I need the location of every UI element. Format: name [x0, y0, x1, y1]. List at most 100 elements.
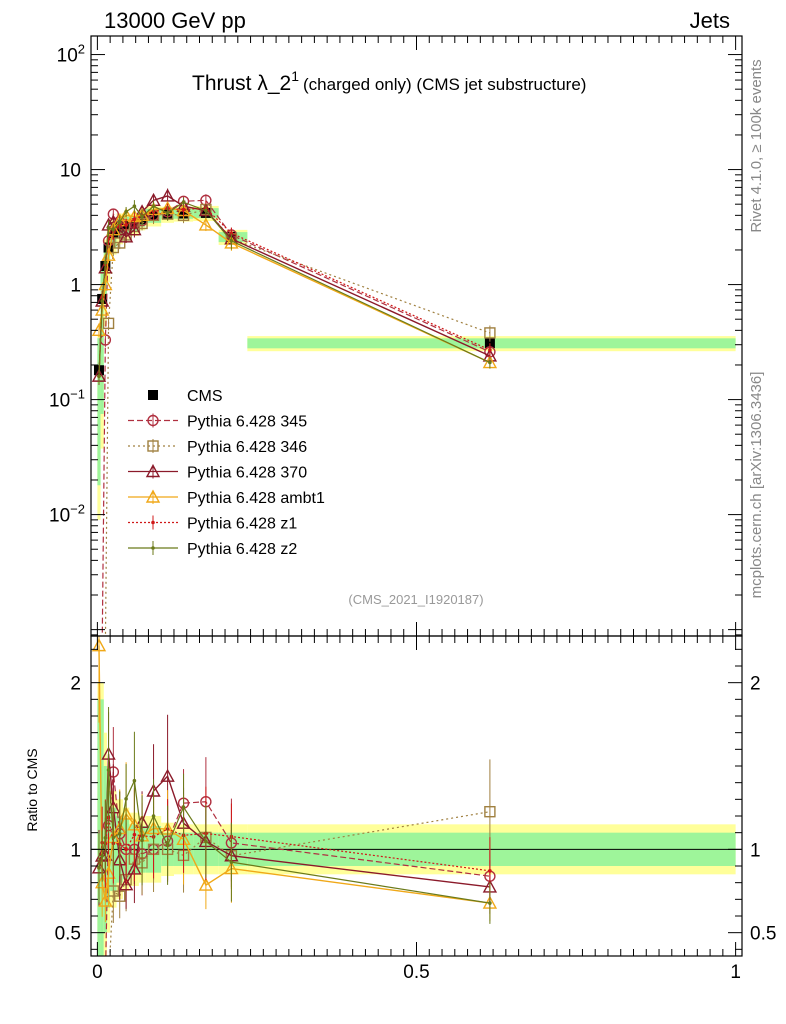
main-point	[117, 220, 122, 224]
main-point	[132, 217, 137, 222]
main-y-tick-label: 1	[70, 276, 81, 297]
ratio-y-tick-label: 0.5	[55, 924, 81, 945]
header-left: 13000 GeV pp	[104, 8, 246, 33]
plot-title: Thrust λ_21 (charged only) (CMS jet subst…	[192, 68, 586, 95]
legend-marker	[147, 440, 159, 452]
legend-entry-label: Pythia 6.428 z1	[187, 516, 297, 533]
main-y-tick-label: 10−1	[49, 387, 85, 412]
main-point	[151, 204, 156, 209]
title-suffix: (charged only) (CMS jet substructure)	[303, 75, 586, 94]
ratio-panel-series	[91, 636, 498, 1021]
x-tick-label: 0	[92, 962, 103, 983]
main-point	[124, 223, 128, 227]
ratio-point	[103, 836, 108, 840]
main-point	[111, 227, 116, 232]
ratio-point	[165, 843, 170, 848]
main-band-stat	[97, 338, 101, 486]
title-superscript: 1	[291, 68, 299, 84]
legend-entry-label: Pythia 6.428 370	[187, 465, 307, 482]
ratio-point	[100, 854, 104, 858]
analysis-id: (CMS_2021_I1920187)	[348, 592, 483, 607]
ratio-point	[484, 805, 496, 818]
main-y-tick-label: 10−2	[49, 502, 85, 527]
main-point	[97, 374, 101, 378]
main-point	[488, 360, 492, 365]
main-point	[127, 222, 142, 236]
main-point	[124, 209, 128, 214]
legend-entry-label: Pythia 6.428 345	[187, 414, 307, 431]
ratio-point	[104, 974, 114, 984]
legend-marker	[145, 489, 161, 503]
ratio-y-tick-label-right: 0.5	[750, 924, 776, 945]
main-point	[229, 231, 234, 235]
site-label: mcplots.cern.ch [arXiv:1306.3436]	[748, 372, 765, 599]
main-point	[165, 211, 170, 215]
ratio-y-tick-label-right: 1	[750, 840, 761, 861]
legend-entry-label: CMS	[187, 388, 223, 405]
svg-text:Thrust λ_21(charged only) (CMS: Thrust λ_21 (charged only) (CMS jet subst…	[192, 68, 586, 95]
legend-marker	[151, 546, 155, 550]
legend-marker	[145, 464, 161, 478]
main-panel-series	[91, 188, 498, 636]
ratio-point	[91, 638, 107, 652]
ratio-point	[488, 901, 492, 905]
ratio-point	[198, 877, 214, 891]
legend: CMS Pythia 6.428 345 Pythia 6.428 346 Pythi…	[128, 388, 325, 558]
main-point	[118, 229, 134, 243]
legend-entry-label: Pythia 6.428 346	[187, 439, 307, 456]
ratio-point	[97, 1011, 107, 1021]
legend-marker	[148, 390, 158, 400]
legend-entry-label: Pythia 6.428 ambt1	[187, 490, 325, 507]
ratio-point	[124, 847, 128, 852]
legend-marker	[151, 520, 155, 525]
ratio-series-line	[109, 811, 490, 956]
ratio-point	[100, 1011, 110, 1021]
ratio-point	[106, 768, 111, 772]
main-y-tick-label: 102	[57, 42, 85, 67]
header-right: Jets	[690, 8, 730, 33]
ratio-panel-frame	[90, 635, 743, 957]
ratio-point	[132, 832, 137, 837]
ratio-y-tick-label-right: 2	[750, 674, 761, 695]
ratio-point	[111, 835, 116, 840]
main-point	[229, 239, 234, 243]
main-band-stat	[100, 266, 104, 414]
main-point	[100, 299, 104, 303]
main-point	[132, 204, 137, 209]
main-y-tick-label: 10	[60, 161, 81, 182]
legend-marker	[147, 414, 159, 427]
x-tick-label: 1	[730, 962, 741, 983]
main-point	[484, 338, 495, 349]
ratio-point	[132, 778, 137, 783]
ratio-y-tick-label: 1	[70, 840, 81, 861]
main-point	[488, 348, 492, 352]
main-point	[204, 208, 208, 213]
ratio-band-stat	[97, 699, 101, 956]
axes: 10−2 10−1 1 10 102 0.5 0.5 1 1 2 2 0 0.5 1	[49, 36, 776, 983]
ratio-point	[151, 814, 156, 818]
main-point	[103, 260, 108, 265]
ratio-point	[94, 1010, 104, 1020]
ratio-point	[117, 831, 122, 836]
x-tick-label: 0.5	[403, 962, 429, 983]
ratio-point	[97, 1011, 107, 1021]
main-point	[106, 226, 111, 230]
ratio-point	[118, 877, 134, 891]
main-point	[140, 214, 144, 219]
ratio-point	[160, 768, 175, 782]
ratio-point	[97, 866, 101, 870]
ratio-point	[204, 839, 208, 844]
ratio-point	[229, 860, 234, 864]
main-point	[102, 317, 115, 330]
ratio-point	[181, 805, 186, 809]
ratio-point	[124, 797, 128, 801]
ratio-point	[140, 838, 144, 843]
main-point	[198, 217, 214, 231]
ratio-point	[94, 1010, 104, 1020]
main-point	[181, 207, 186, 212]
ratio-point	[488, 869, 492, 873]
main-point	[484, 327, 496, 339]
ratio-y-axis-label: Ratio to CMS	[24, 748, 40, 831]
main-point	[181, 200, 186, 205]
